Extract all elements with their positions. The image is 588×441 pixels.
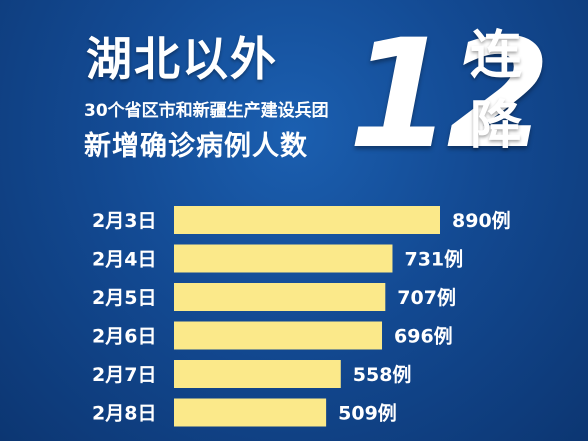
value-label: 731例 (404, 248, 463, 271)
bar (174, 206, 440, 234)
value-label: 696例 (394, 325, 453, 348)
bar (174, 360, 341, 388)
category-label: 2月8日 (92, 403, 156, 425)
category-label: 2月6日 (92, 326, 156, 348)
headline-subtitle-metric: 新增确诊病例人数 (84, 131, 308, 162)
headline: 湖北以外 30个省区市和新疆生产建设兵团 新增确诊病例人数 12 连 降 (0, 0, 588, 200)
headline-main: 湖北以外 (86, 32, 278, 86)
value-label: 509例 (338, 402, 397, 425)
category-label: 2月3日 (92, 210, 156, 232)
bar (174, 398, 327, 427)
category-label: 2月5日 (92, 287, 156, 309)
category-label: 2月4日 (92, 249, 156, 271)
value-label: 890例 (452, 209, 511, 232)
headline-subtitle-regions: 30个省区市和新疆生产建设兵团 (84, 101, 329, 121)
category-label: 2月7日 (92, 364, 156, 386)
bar (174, 283, 386, 311)
headline-suffix-top: 连 (470, 26, 523, 86)
value-label: 558例 (353, 363, 412, 386)
bar (174, 321, 383, 350)
value-label: 707例 (397, 286, 456, 309)
bar (174, 244, 393, 273)
headline-suffix-bottom: 降 (470, 96, 523, 156)
headline-big-number: 12 (348, 8, 551, 182)
